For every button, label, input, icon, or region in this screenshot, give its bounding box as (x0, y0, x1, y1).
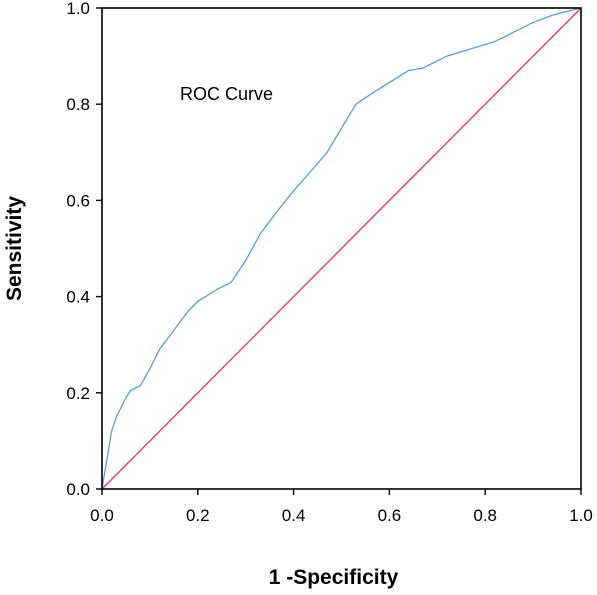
axes (96, 7, 582, 495)
labels: 0.0 0.2 0.4 0.6 0.8 1.0 0.0 0.2 0.4 0.6 0.8 1.0 1 -S… (3, 0, 593, 589)
y-tick-label: 0.0 (66, 480, 90, 499)
y-tick-label: 0.4 (66, 288, 90, 307)
y-tick-label: 0.2 (66, 384, 90, 403)
y-axis-title: Sensitivity (3, 196, 26, 301)
reference-diagonal-line (101, 7, 582, 490)
plot-area (101, 7, 582, 490)
y-tick-label: 0.8 (66, 95, 90, 114)
x-tick-label: 0.8 (473, 506, 497, 525)
x-tick-label: 0.6 (378, 506, 402, 525)
plot-frame (101, 7, 582, 490)
roc-curve-line (101, 7, 582, 490)
x-tick-label: 1.0 (569, 506, 593, 525)
x-tick-label: 0.2 (186, 506, 210, 525)
x-tick-label: 0.0 (90, 506, 114, 525)
y-tick-label: 0.6 (66, 191, 90, 210)
y-tick-label: 1.0 (66, 0, 90, 18)
roc-curve-annotation: ROC Curve (180, 84, 273, 104)
x-axis-title: 1 -Specificity (269, 566, 399, 589)
x-tick-label: 0.4 (282, 506, 306, 525)
